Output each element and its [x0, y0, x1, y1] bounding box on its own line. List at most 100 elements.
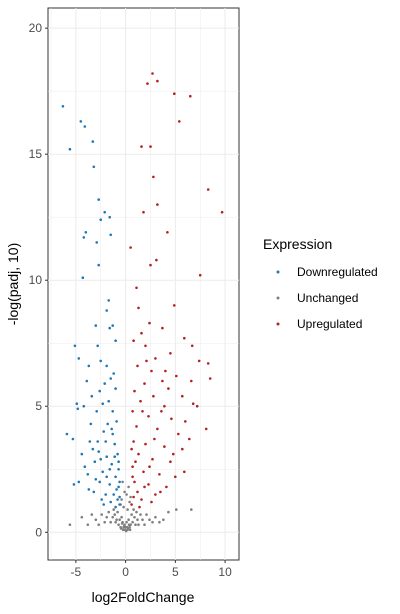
- upregulated-point: [204, 427, 208, 431]
- unchanged-point: [127, 485, 130, 489]
- upregulated-point: [137, 306, 140, 310]
- downregulated-point: [106, 422, 109, 426]
- upregulated-point: [198, 273, 202, 277]
- upregulated-point: [130, 447, 133, 451]
- downregulated-point: [117, 460, 120, 464]
- unchanged-point: [68, 523, 72, 526]
- unchanged-point: [114, 520, 117, 524]
- downregulated-point: [101, 470, 104, 474]
- upregulated-point: [131, 465, 134, 469]
- unchanged-point: [148, 518, 151, 521]
- downregulated-legend-label: Downregulated: [297, 265, 378, 279]
- upregulated-point: [132, 339, 135, 343]
- downregulated-point: [87, 364, 91, 368]
- downregulated-point: [112, 372, 115, 375]
- upregulated-point: [149, 145, 152, 148]
- unchanged-point: [90, 513, 94, 516]
- upregulated-point: [131, 410, 134, 413]
- downregulated-point: [91, 447, 95, 451]
- upregulated-point: [150, 369, 153, 373]
- y-axis-title: -log(padj, 10): [5, 243, 21, 326]
- unchanged-point: [125, 493, 128, 496]
- downregulated-point: [118, 480, 121, 484]
- downregulated-point: [85, 379, 89, 383]
- unchanged-point: [135, 510, 138, 514]
- unchanged-point: [120, 515, 123, 519]
- downregulated-point: [112, 493, 115, 496]
- unchanged-point: [122, 524, 126, 528]
- unchanged-point: [125, 520, 128, 524]
- upregulated-point: [133, 389, 136, 393]
- downregulated-point: [61, 105, 65, 108]
- unchanged-point: [167, 510, 170, 514]
- upregulated-point: [195, 404, 199, 408]
- upregulated-point: [143, 382, 146, 385]
- unchanged-point: [143, 523, 146, 526]
- unchanged-point: [123, 528, 127, 532]
- downregulated-point: [86, 473, 90, 476]
- y-tick-label: 5: [35, 399, 42, 413]
- upregulated-point: [150, 500, 153, 504]
- upregulated-point: [175, 374, 178, 378]
- unchanged-point: [105, 515, 108, 519]
- upregulated-point: [190, 379, 193, 383]
- downregulated-point: [114, 387, 117, 390]
- upregulated-point: [177, 432, 180, 436]
- downregulated-point: [116, 498, 119, 501]
- x-tick-label: -5: [71, 565, 82, 579]
- upregulated-point: [133, 480, 136, 484]
- data-points: [61, 72, 224, 533]
- downregulated-point: [98, 389, 101, 393]
- legend-items: Downregulated Unchanged Upregulated: [276, 265, 378, 331]
- downregulated-point: [94, 324, 98, 327]
- upregulated-point: [152, 175, 155, 179]
- upregulated-point: [156, 427, 159, 431]
- upregulated-point: [163, 445, 166, 448]
- downregulated-point: [117, 485, 120, 489]
- upregulated-point: [183, 336, 186, 340]
- unchanged-point: [162, 518, 165, 521]
- downregulated-point: [73, 344, 77, 348]
- upregulated-point: [188, 437, 191, 441]
- upregulated-point: [174, 475, 177, 479]
- upregulated-point: [129, 246, 132, 249]
- downregulated-point: [100, 498, 103, 501]
- downregulated-point: [90, 394, 94, 398]
- downregulated-point: [118, 503, 121, 506]
- upregulated-point: [206, 362, 210, 365]
- downregulated-point: [104, 440, 107, 443]
- downregulated-point: [109, 233, 112, 237]
- unchanged-point: [119, 527, 123, 530]
- unchanged-point: [115, 518, 118, 521]
- unchanged-point: [123, 490, 126, 494]
- unchanged-point: [109, 520, 112, 524]
- unchanged-point: [112, 508, 115, 511]
- upregulated-point: [170, 417, 173, 421]
- downregulated-point: [118, 495, 121, 499]
- upregulated-point: [147, 415, 150, 418]
- downregulated-point: [117, 468, 120, 471]
- upregulated-point: [144, 344, 147, 348]
- downregulated-legend-key: [276, 270, 280, 274]
- downregulated-point: [114, 505, 117, 509]
- downregulated-point: [77, 357, 81, 360]
- downregulated-point: [98, 480, 101, 484]
- upregulated-point: [135, 286, 138, 290]
- upregulated-point: [137, 452, 140, 456]
- downregulated-point: [110, 427, 113, 431]
- downregulated-point: [81, 276, 85, 280]
- unchanged-point: [127, 518, 130, 521]
- downregulated-point: [99, 457, 102, 461]
- downregulated-point: [80, 452, 84, 456]
- upregulated-point: [140, 331, 143, 335]
- upregulated-point: [183, 470, 186, 474]
- downregulated-point: [99, 218, 102, 221]
- downregulated-point: [91, 140, 95, 143]
- unchanged-point: [141, 518, 144, 521]
- downregulated-point: [83, 125, 87, 128]
- downregulated-point: [114, 475, 117, 479]
- grid-lines: [48, 8, 239, 560]
- downregulated-point: [71, 437, 75, 441]
- upregulated-point: [135, 425, 138, 428]
